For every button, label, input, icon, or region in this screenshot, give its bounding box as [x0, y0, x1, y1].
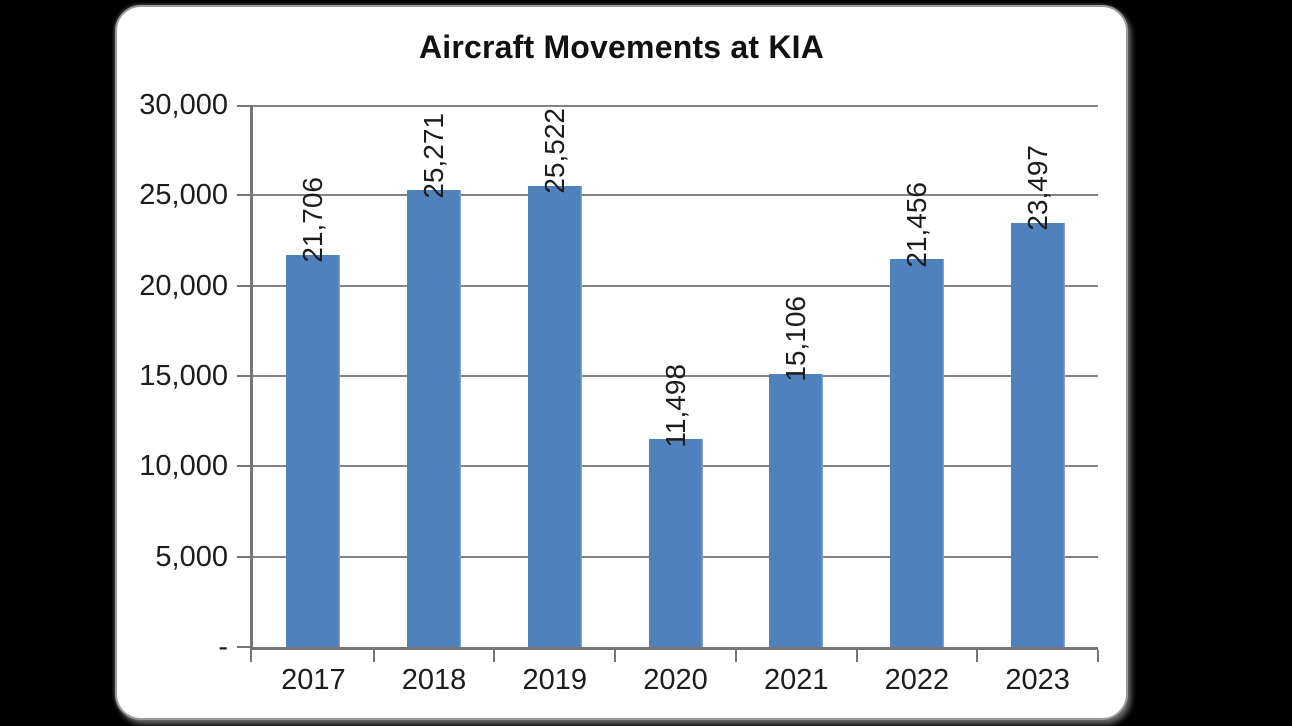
plot-area: - 5,000 10,000 15,000 20,000 25,000 30,000 21,7… — [139, 89, 1099, 696]
x-axis-tick-2 — [493, 650, 496, 662]
y-axis-label-25000: 25,000 — [139, 179, 228, 212]
y-axis-tick-25000 — [237, 194, 250, 197]
y-axis-tick-20000 — [237, 284, 250, 287]
y-axis-tick-15000 — [237, 375, 250, 377]
y-axis-label-20000: 20,000 — [139, 269, 228, 302]
x-axis-tick-1 — [372, 650, 375, 662]
x-axis-label-2020: 2020 — [643, 664, 708, 696]
chart-title: Aircraft Movements at KIA — [418, 29, 825, 65]
x-axis-label-2021: 2021 — [763, 664, 829, 696]
chart-card: Aircraft Movements at KIA - 5,000 10,000 15… — [115, 5, 1128, 720]
x-axis-label-2022: 2022 — [884, 664, 950, 696]
bar-value-label-2021: 15,106 — [780, 296, 812, 383]
y-axis-tick-30000 — [237, 105, 250, 107]
y-axis-label-10000: 10,000 — [139, 450, 228, 483]
x-axis-label-2017: 2017 — [281, 664, 346, 696]
bar-2023 — [1010, 222, 1065, 647]
y-axis-tick-0 — [237, 646, 250, 648]
bar-2022 — [889, 259, 944, 647]
y-axis-tick-10000 — [237, 465, 250, 468]
x-axis-tick-0 — [250, 650, 252, 662]
gridline-15000 — [253, 375, 1098, 377]
bar-value-label-2022: 21,456 — [900, 181, 932, 268]
y-axis-tick-5000 — [237, 555, 250, 558]
bar-2017 — [286, 254, 341, 647]
bar-value-label-2018: 25,271 — [418, 112, 450, 199]
x-axis-tick-7 — [1097, 650, 1099, 662]
y-axis-label-5000: 5,000 — [155, 540, 228, 573]
bar-value-label-2020: 11,498 — [659, 363, 691, 448]
x-axis-tick-3 — [614, 650, 617, 662]
y-axis-label-0: - — [218, 631, 228, 663]
x-axis-tick-4 — [734, 650, 737, 662]
y-axis-label-15000: 15,000 — [139, 360, 228, 392]
gridline-20000 — [253, 284, 1098, 287]
y-axis-label-30000: 30,000 — [139, 89, 228, 121]
gridline-25000 — [253, 194, 1098, 197]
x-axis-label-2019: 2019 — [522, 664, 588, 696]
x-axis-label-2018: 2018 — [401, 664, 467, 696]
x-axis-tick-5 — [855, 650, 858, 662]
x-axis-label-2023: 2023 — [1005, 664, 1070, 696]
bar-2020 — [648, 439, 703, 647]
bar-2021 — [769, 374, 824, 647]
bar-value-label-2019: 25,522 — [538, 108, 570, 194]
bar-value-label-2023: 23,497 — [1021, 144, 1053, 231]
bar-value-label-2017: 21,706 — [297, 177, 329, 263]
bar-2018 — [407, 190, 462, 647]
gridline-30000 — [253, 105, 1098, 107]
x-axis-tick-6 — [976, 650, 979, 662]
bar-2019 — [527, 185, 582, 647]
